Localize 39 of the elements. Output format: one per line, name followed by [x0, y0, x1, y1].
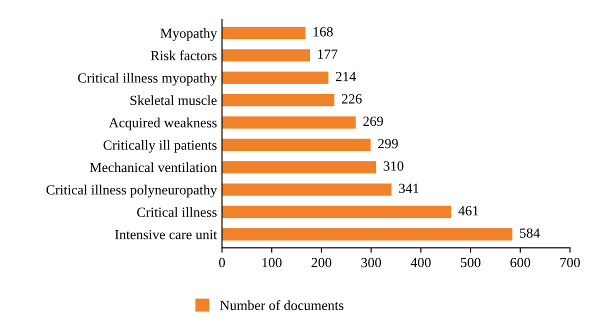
data-label: 214 [336, 72, 356, 82]
y-tick-label: Critically ill patients [104, 140, 217, 153]
bar [222, 116, 356, 129]
legend-label: Number of documents [220, 300, 344, 310]
x-tick-label: 100 [262, 258, 282, 268]
y-tick-label: Intensive care unit [115, 230, 218, 240]
x-tick-label: 600 [510, 258, 530, 268]
bar [222, 94, 334, 106]
y-tick-label: Skeletal muscle [130, 95, 217, 106]
data-label: 177 [318, 50, 338, 59]
data-label: 269 [363, 116, 383, 126]
bar [222, 26, 306, 40]
bar [222, 183, 392, 196]
data-label: 226 [342, 94, 362, 104]
bar [222, 72, 328, 84]
y-tick-label: Critical illness myopathy [78, 72, 218, 86]
bar [222, 206, 452, 218]
data-label: 584 [520, 228, 540, 238]
y-tick-label: Critical illness [137, 207, 217, 217]
data-label: 461 [458, 206, 478, 216]
data-label: 341 [399, 184, 418, 194]
bar [222, 138, 371, 151]
y-tick-label: Myopathy [160, 28, 218, 41]
y-tick-label: Mechanical ventilation [90, 162, 217, 172]
y-tick-label: Acquired weakness [108, 118, 217, 130]
data-label: 299 [378, 138, 398, 148]
y-tick-label: Risk factors [150, 50, 217, 60]
x-tick-label: 200 [312, 258, 332, 268]
x-tick-label: 700 [560, 258, 580, 268]
data-label: 168 [314, 27, 333, 36]
x-tick-label: 300 [361, 258, 382, 268]
bar [222, 228, 512, 240]
x-tick-label: 0 [219, 258, 225, 268]
data-label: 310 [384, 161, 404, 171]
y-tick-label: Critical illness polyneuropathy [46, 184, 218, 198]
bar [222, 49, 310, 62]
x-tick-label: 500 [460, 258, 480, 268]
x-tick-label: 400 [410, 258, 431, 268]
bar [222, 161, 376, 174]
